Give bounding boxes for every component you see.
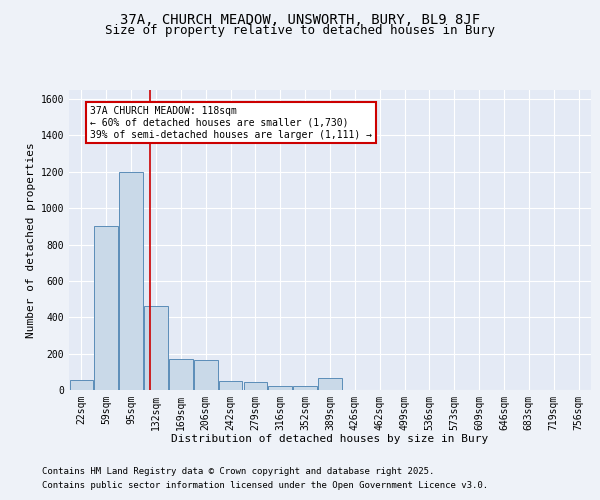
Text: Contains public sector information licensed under the Open Government Licence v3: Contains public sector information licen… [42, 481, 488, 490]
Bar [293, 386, 317, 390]
Bar [119, 172, 143, 390]
Text: 37A CHURCH MEADOW: 118sqm
← 60% of detached houses are smaller (1,730)
39% of se: 37A CHURCH MEADOW: 118sqm ← 60% of detac… [90, 106, 372, 140]
Text: Contains HM Land Registry data © Crown copyright and database right 2025.: Contains HM Land Registry data © Crown c… [42, 467, 434, 476]
Bar [219, 381, 242, 390]
Bar [94, 226, 118, 390]
Bar [144, 306, 168, 390]
Bar [194, 360, 218, 390]
Bar [318, 378, 342, 390]
Bar [244, 382, 267, 390]
Bar [70, 380, 93, 390]
Text: 37A, CHURCH MEADOW, UNSWORTH, BURY, BL9 8JF: 37A, CHURCH MEADOW, UNSWORTH, BURY, BL9 … [120, 12, 480, 26]
Bar [169, 359, 193, 390]
Text: Size of property relative to detached houses in Bury: Size of property relative to detached ho… [105, 24, 495, 37]
Y-axis label: Number of detached properties: Number of detached properties [26, 142, 37, 338]
Bar [268, 386, 292, 390]
X-axis label: Distribution of detached houses by size in Bury: Distribution of detached houses by size … [172, 434, 488, 444]
